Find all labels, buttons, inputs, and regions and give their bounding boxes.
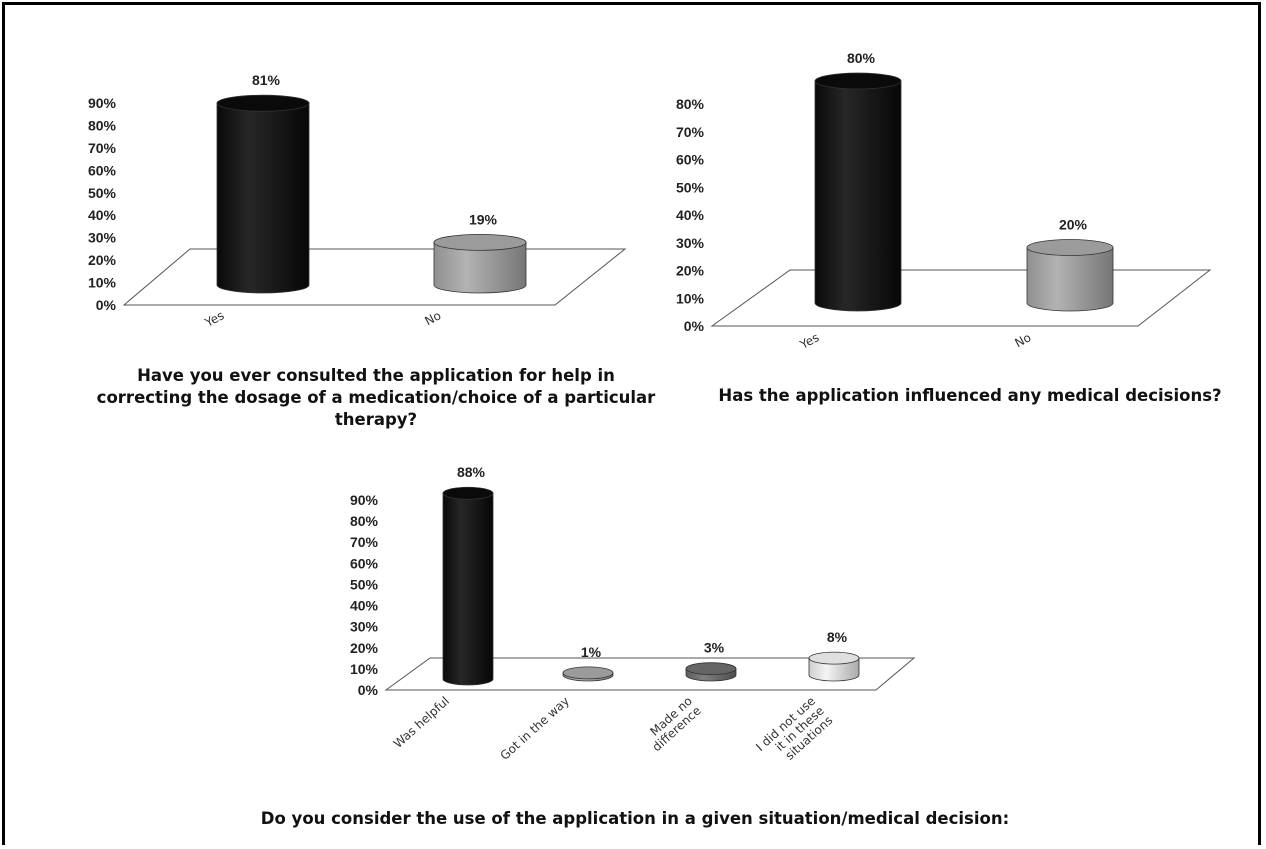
y-tick-label: 0%: [96, 297, 117, 313]
y-tick-label: 20%: [676, 263, 705, 279]
y-tick-label: 70%: [676, 124, 705, 140]
category-label: Was helpful: [391, 694, 452, 751]
y-tick-label: 70%: [88, 140, 117, 156]
chart-2-title: Has the application influenced any medic…: [718, 386, 1222, 405]
category-label: Made nodifference: [641, 694, 704, 754]
y-tick-label: 70%: [350, 534, 379, 550]
y-tick-label: 30%: [350, 619, 379, 635]
category-label: No: [1012, 330, 1033, 350]
bar-top-3-3: [685, 662, 737, 676]
y-tick-label: 50%: [88, 185, 117, 201]
data-label: 88%: [457, 464, 486, 480]
y-tick-label: 50%: [676, 179, 705, 195]
data-label: 80%: [847, 50, 876, 66]
bar-top-3-4: [808, 651, 860, 665]
bar-2-1: [814, 80, 902, 312]
category-label: I did not useit in thesesituations: [753, 694, 835, 774]
chart-3-title: Do you consider the use of the applicati…: [260, 809, 1010, 828]
data-label: 8%: [827, 629, 848, 645]
y-tick-label: 0%: [358, 682, 379, 698]
category-label: Got in the way: [497, 694, 572, 763]
y-tick-label: 40%: [88, 207, 117, 223]
y-tick-label: 40%: [350, 598, 379, 614]
y-tick-label: 10%: [350, 661, 379, 677]
bar-2-2: [1026, 247, 1114, 312]
data-label: 1%: [581, 644, 602, 660]
y-tick-label: 80%: [350, 513, 379, 529]
data-label: 81%: [252, 72, 281, 88]
chart-3-floor: [384, 657, 916, 691]
bar-top-1-2: [433, 233, 527, 251]
y-tick-label: 80%: [676, 96, 705, 112]
bar-1-2: [433, 241, 527, 294]
y-tick-label: 60%: [88, 162, 117, 178]
bar-3-1: [442, 492, 494, 686]
category-label: No: [422, 308, 443, 328]
y-tick-label: 80%: [88, 117, 117, 133]
y-tick-label: 90%: [88, 95, 117, 111]
y-tick-label: 30%: [88, 230, 117, 246]
y-tick-label: 50%: [350, 576, 379, 592]
y-tick-label: 40%: [676, 207, 705, 223]
bar-top-2-2: [1026, 239, 1114, 256]
bar-top-2-1: [814, 72, 902, 90]
bar-1-1: [216, 102, 310, 294]
bar-top-1-1: [216, 94, 310, 112]
data-label: 19%: [469, 211, 498, 227]
y-tick-label: 0%: [684, 318, 705, 334]
data-label: 20%: [1059, 217, 1088, 233]
chart-1-title: Have you ever consulted the application …: [96, 366, 656, 429]
y-tick-label: 20%: [350, 640, 379, 656]
y-tick-label: 20%: [88, 252, 117, 268]
bar-top-3-1: [442, 486, 494, 500]
data-label: 3%: [704, 640, 725, 656]
bar-3-4: [808, 657, 860, 682]
y-tick-label: 60%: [676, 152, 705, 168]
bar-top-3-2: [562, 666, 614, 680]
y-tick-label: 30%: [676, 235, 705, 251]
y-tick-label: 10%: [676, 290, 705, 306]
y-tick-label: 60%: [350, 555, 379, 571]
y-tick-label: 10%: [88, 275, 117, 291]
y-tick-label: 90%: [350, 492, 379, 508]
